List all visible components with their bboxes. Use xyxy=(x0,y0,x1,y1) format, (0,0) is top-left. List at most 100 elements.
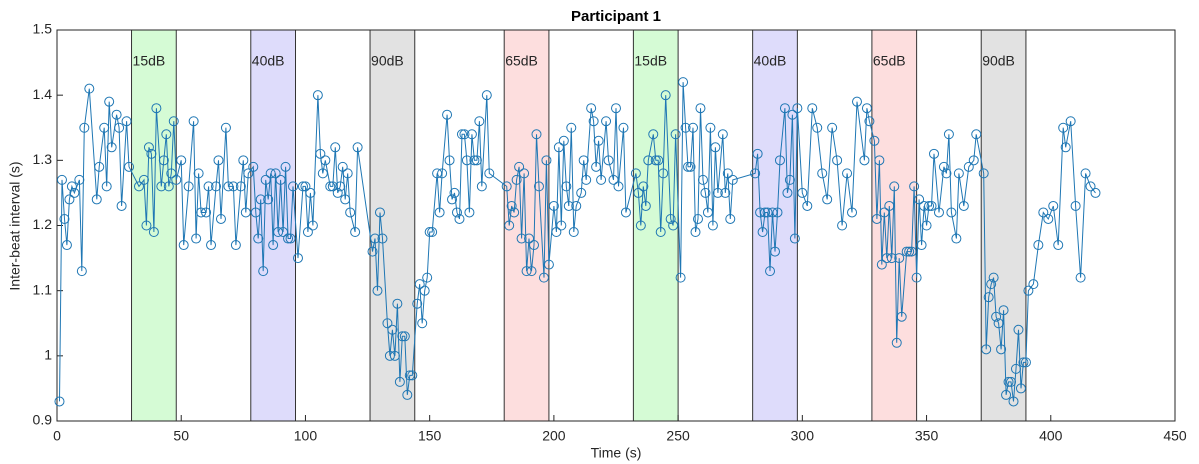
data-point xyxy=(727,174,738,185)
data-point xyxy=(464,207,475,218)
data-point xyxy=(332,187,343,198)
data-point xyxy=(678,77,689,88)
data-point xyxy=(250,207,261,218)
data-point xyxy=(655,227,666,238)
data-point xyxy=(566,122,577,133)
data-point xyxy=(456,129,467,140)
data-point xyxy=(991,311,1002,322)
data-point xyxy=(551,227,562,238)
data-point xyxy=(74,174,85,185)
data-point xyxy=(620,207,631,218)
data-point xyxy=(377,233,388,244)
data-point xyxy=(996,344,1007,355)
data-point xyxy=(94,161,105,172)
data-point xyxy=(352,142,363,153)
data-point xyxy=(76,266,87,277)
data-point xyxy=(399,331,410,342)
data-point xyxy=(946,207,957,218)
data-point xyxy=(516,233,527,244)
data-point xyxy=(680,122,691,133)
data-point xyxy=(201,207,212,218)
data-point xyxy=(1090,187,1101,198)
data-point xyxy=(414,279,425,290)
data-point xyxy=(968,155,979,166)
x-tick-label: 100 xyxy=(294,428,318,444)
data-point xyxy=(106,142,117,153)
data-point xyxy=(148,227,159,238)
data-point xyxy=(638,181,649,192)
data-point xyxy=(161,129,172,140)
data-point xyxy=(710,142,721,153)
data-point xyxy=(215,213,226,224)
data-point xyxy=(240,207,251,218)
x-tick-label: 0 xyxy=(53,428,61,444)
data-point xyxy=(812,122,823,133)
data-point xyxy=(243,168,254,179)
data-point xyxy=(894,253,905,264)
data-point xyxy=(1080,168,1091,179)
data-point xyxy=(69,187,80,198)
data-point xyxy=(675,272,686,283)
data-point xyxy=(302,227,313,238)
data-point xyxy=(978,168,989,179)
data-point xyxy=(389,350,400,361)
region-label: 40dB xyxy=(754,53,787,69)
region xyxy=(752,29,798,422)
data-point xyxy=(933,207,944,218)
region-label: 40dB xyxy=(252,53,285,69)
region xyxy=(369,29,416,422)
data-point xyxy=(387,324,398,335)
data-point xyxy=(750,168,761,179)
data-point xyxy=(658,168,669,179)
data-point xyxy=(553,142,564,153)
data-point xyxy=(603,155,614,166)
data-point xyxy=(650,155,661,166)
data-point xyxy=(183,181,194,192)
data-point xyxy=(578,155,589,166)
data-point xyxy=(397,331,408,342)
data-point xyxy=(258,266,269,277)
data-point xyxy=(432,168,443,179)
data-point xyxy=(223,181,234,192)
data-point xyxy=(56,174,67,185)
data-point xyxy=(988,272,999,283)
data-point xyxy=(325,181,336,192)
data-point xyxy=(531,129,542,140)
data-point xyxy=(1028,279,1039,290)
data-point xyxy=(79,122,90,133)
data-point xyxy=(789,233,800,244)
x-tick-label: 300 xyxy=(791,428,815,444)
data-point xyxy=(255,194,266,205)
data-point xyxy=(116,200,127,211)
data-point xyxy=(792,103,803,114)
data-point xyxy=(924,200,935,211)
data-point xyxy=(372,285,383,296)
region-label: 90dB xyxy=(982,53,1015,69)
data-point xyxy=(757,227,768,238)
data-point xyxy=(929,148,940,159)
data-point xyxy=(983,292,994,303)
data-point xyxy=(61,240,72,251)
data-point xyxy=(941,168,952,179)
data-point xyxy=(608,174,619,185)
data-point xyxy=(986,279,997,290)
data-point xyxy=(601,116,612,127)
data-point xyxy=(807,103,818,114)
data-point xyxy=(171,174,182,185)
data-point xyxy=(688,122,699,133)
data-point xyxy=(315,148,326,159)
data-point xyxy=(196,207,207,218)
data-point xyxy=(643,155,654,166)
data-point xyxy=(367,246,378,257)
y-axis-label: Inter-beat interval (s) xyxy=(7,161,23,290)
data-point xyxy=(919,200,930,211)
data-point xyxy=(683,161,694,172)
data-point xyxy=(263,194,274,205)
data-point xyxy=(176,155,187,166)
data-point xyxy=(871,213,882,224)
data-point xyxy=(253,233,264,244)
data-point xyxy=(938,161,949,172)
data-point xyxy=(700,187,711,198)
data-point xyxy=(971,129,982,140)
data-point xyxy=(230,240,241,251)
